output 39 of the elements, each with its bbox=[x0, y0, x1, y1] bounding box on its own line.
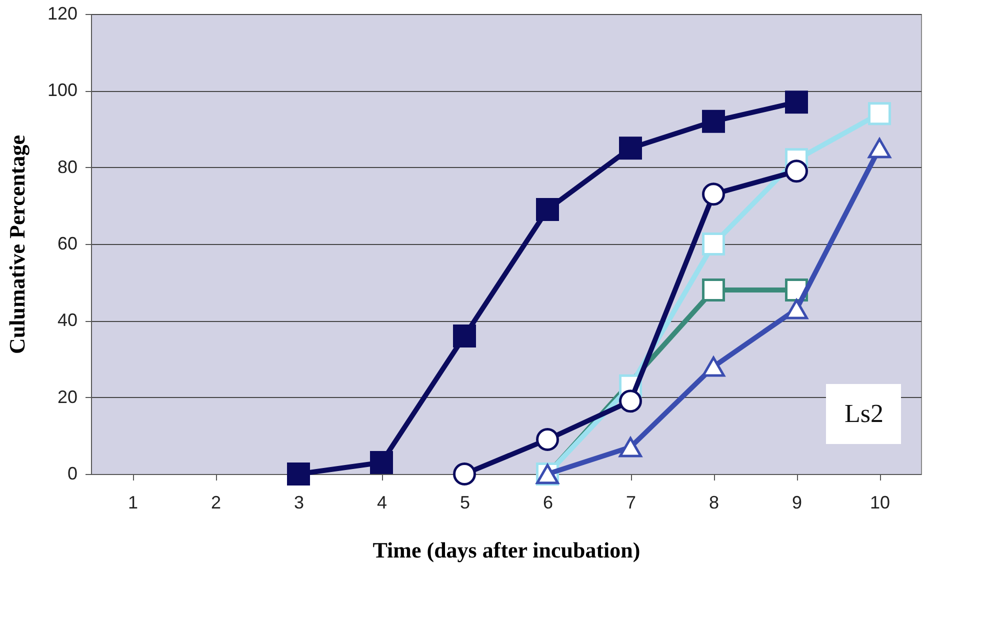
point bbox=[702, 182, 725, 206]
x-tick-label: 8 bbox=[708, 492, 720, 512]
point bbox=[453, 462, 476, 486]
point bbox=[536, 428, 559, 451]
point bbox=[868, 138, 891, 158]
point bbox=[702, 278, 725, 302]
y-tick-label: 100 bbox=[47, 80, 78, 100]
annotation: Ls2 bbox=[844, 399, 884, 428]
point bbox=[868, 102, 891, 126]
x-tick-label: 6 bbox=[542, 492, 554, 512]
y-tick-label: 80 bbox=[57, 156, 78, 177]
point bbox=[702, 110, 725, 133]
point bbox=[785, 160, 808, 183]
x-tick-label: 2 bbox=[210, 492, 222, 512]
point bbox=[702, 356, 725, 377]
y-tick-label: 40 bbox=[57, 310, 78, 330]
x-tick-label: 10 bbox=[870, 492, 890, 512]
point bbox=[785, 90, 808, 114]
x-tick-label: 7 bbox=[626, 492, 636, 512]
point bbox=[619, 390, 642, 413]
x-tick-label: 9 bbox=[792, 492, 802, 512]
x-axis-title: Time (days after incubation) bbox=[372, 538, 640, 562]
point bbox=[370, 451, 393, 474]
point bbox=[619, 136, 642, 160]
y-tick-label: 20 bbox=[57, 386, 78, 407]
point bbox=[619, 437, 642, 458]
y-tick-label: 0 bbox=[67, 464, 78, 484]
x-tick-label: 3 bbox=[294, 492, 304, 512]
point bbox=[536, 198, 559, 221]
point bbox=[453, 324, 476, 348]
y-tick-label: 120 bbox=[47, 4, 78, 24]
point bbox=[702, 232, 725, 256]
y-axis-title: Culumative Percentage bbox=[4, 134, 30, 354]
x-tick-label: 4 bbox=[376, 492, 388, 512]
point bbox=[785, 299, 808, 320]
point bbox=[287, 462, 310, 486]
x-tick-label: 1 bbox=[128, 492, 138, 512]
x-tick-label: 5 bbox=[460, 492, 470, 512]
y-tick-label: 60 bbox=[57, 234, 78, 254]
